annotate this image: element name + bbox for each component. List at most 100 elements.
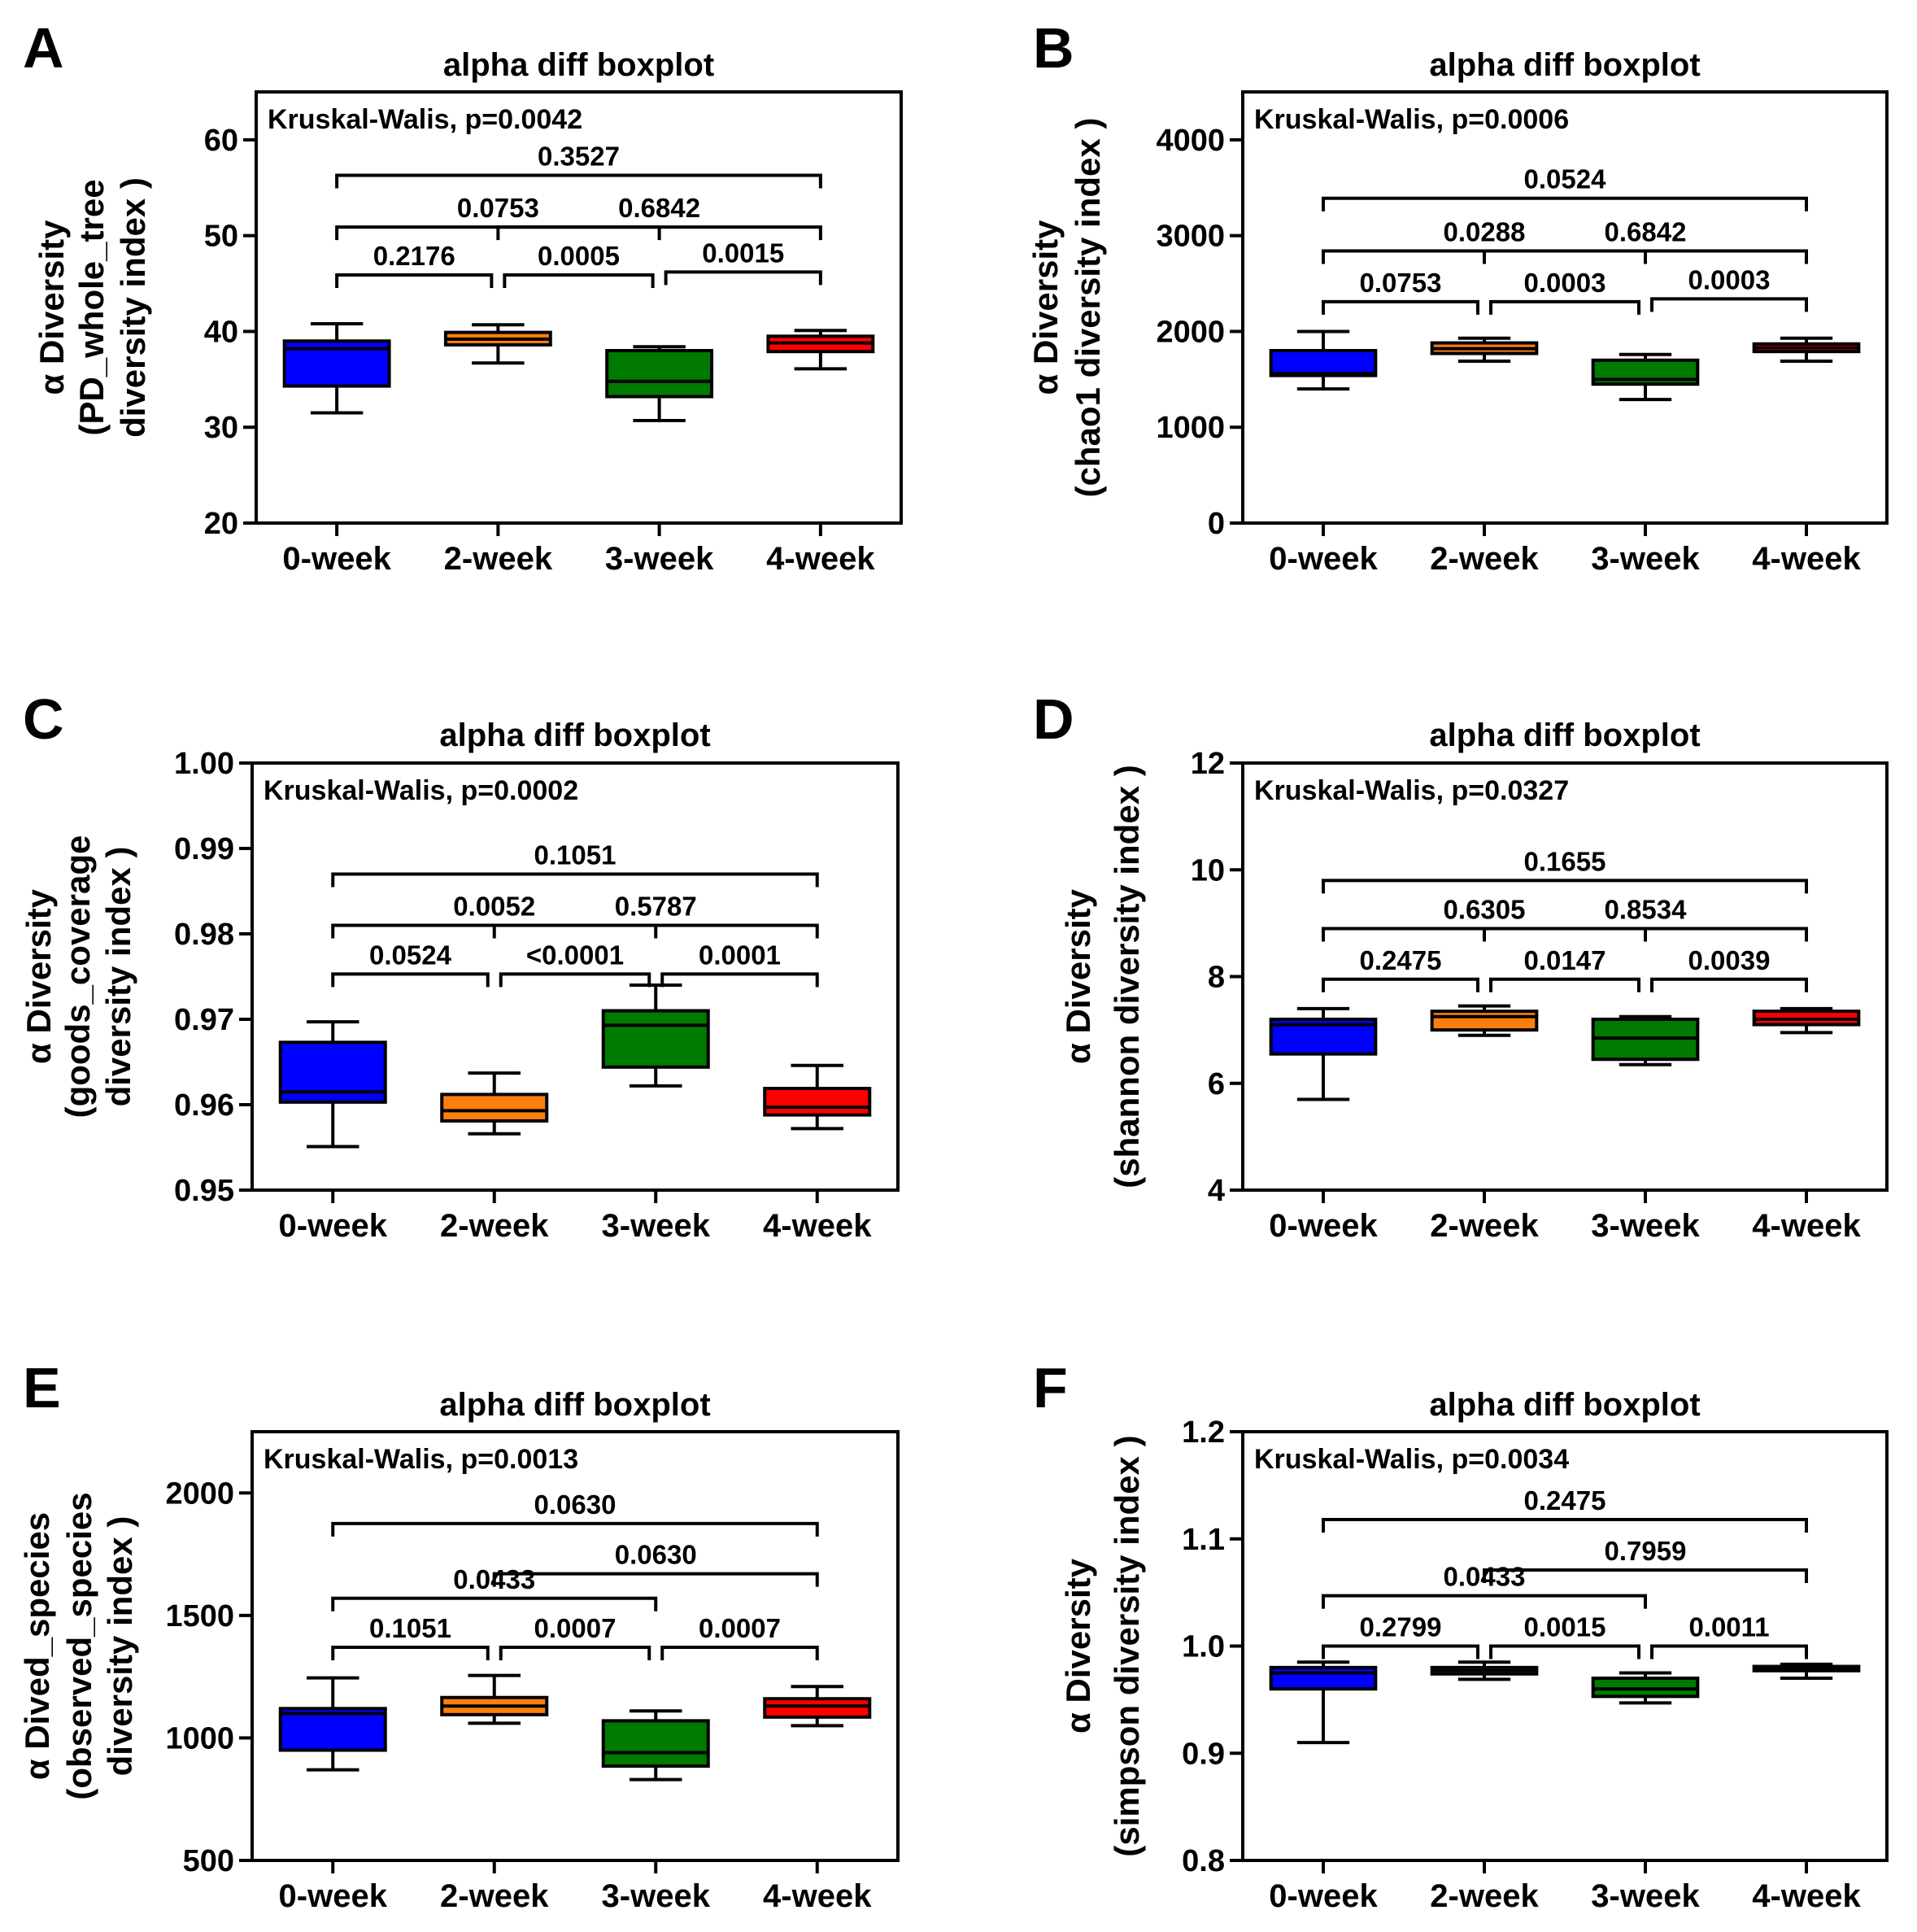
p-value-label: 0.0007 xyxy=(699,1613,781,1643)
comparison-bracket: 0.0524 xyxy=(1322,164,1808,212)
box-4-week xyxy=(1752,336,1861,363)
plot-frame xyxy=(1241,761,1889,1192)
box-3-week xyxy=(601,983,710,1088)
bracket-line xyxy=(1650,977,1808,992)
p-value-label: 0.6842 xyxy=(1605,217,1687,247)
y-tick-label: 0.98 xyxy=(174,918,234,952)
x-tick-label: 2-week xyxy=(440,1878,549,1914)
p-value-label: 0.0003 xyxy=(1688,264,1771,294)
x-tick-label: 2-week xyxy=(1430,541,1539,577)
p-value-label: 0.0753 xyxy=(457,193,539,223)
box-iqr xyxy=(605,349,714,399)
bracket-line xyxy=(1322,196,1808,212)
y-axis-label: α Dived_species xyxy=(18,1512,56,1780)
panel-letter: D xyxy=(1033,687,1074,751)
p-value-label: 0.0005 xyxy=(538,241,620,271)
comparison-bracket: 0.0003 xyxy=(1489,268,1640,315)
y-axis-label: (goods_coverage xyxy=(59,835,97,1119)
y-tick-label: 0.96 xyxy=(174,1088,234,1123)
comparison-bracket: 0.0015 xyxy=(664,238,822,286)
chart-title: alpha diff boxplot xyxy=(443,47,714,83)
comparison-bracket: 0.2475 xyxy=(1322,1485,1808,1533)
y-axis-label: diversity index ) xyxy=(99,847,137,1107)
panel-letter: E xyxy=(23,1356,61,1420)
y-tick-label: 3000 xyxy=(1156,220,1225,254)
x-tick-label: 0-week xyxy=(1269,541,1378,577)
box-4-week xyxy=(763,1685,872,1728)
bracket-line xyxy=(1483,249,1808,264)
box-4-week xyxy=(766,329,875,371)
x-tick-label: 4-week xyxy=(1752,1878,1861,1914)
y-axis-label: (simpson diversity index ) xyxy=(1108,1435,1146,1856)
p-value-label: 0.0630 xyxy=(615,1540,697,1570)
chart-title: alpha diff boxplot xyxy=(439,717,710,753)
bracket-line xyxy=(335,273,494,288)
bracket-line xyxy=(1650,297,1808,312)
p-value-label: 0.1051 xyxy=(369,1613,451,1643)
comparison-bracket: 0.2176 xyxy=(335,241,494,288)
x-tick-label: 4-week xyxy=(763,1208,872,1244)
y-tick-label: 8 xyxy=(1208,961,1225,995)
comparison-bracket: 0.3527 xyxy=(335,141,822,189)
chart-title: alpha diff boxplot xyxy=(439,1387,710,1423)
y-tick-label: 50 xyxy=(204,220,238,254)
box-0-week xyxy=(278,1020,387,1149)
box-2-week xyxy=(1430,1660,1539,1681)
bracket-line xyxy=(331,1596,658,1611)
p-value-label: 0.6842 xyxy=(618,193,700,223)
bracket-line xyxy=(1322,879,1808,894)
bracket-line xyxy=(1489,299,1640,315)
p-value-label: 0.2799 xyxy=(1360,1612,1442,1642)
box-0-week xyxy=(1269,1660,1378,1745)
x-tick-label: 0-week xyxy=(279,1878,388,1914)
x-tick-label: 3-week xyxy=(602,1208,711,1244)
p-value-label: 0.5787 xyxy=(615,892,697,922)
x-tick-label: 2-week xyxy=(1430,1878,1539,1914)
box-0-week xyxy=(1269,329,1378,391)
p-value-label: 0.0039 xyxy=(1688,945,1771,975)
x-tick-label: 2-week xyxy=(444,541,553,577)
bracket-line xyxy=(1483,1568,1808,1583)
bracket-line xyxy=(331,972,490,988)
y-tick-label: 0.99 xyxy=(174,832,234,866)
comparison-bracket: 0.0753 xyxy=(1322,268,1479,315)
panel-letter: A xyxy=(23,16,64,80)
y-axis-label: α Diversity xyxy=(20,888,58,1064)
x-tick-label: 2-week xyxy=(1430,1208,1539,1244)
box-2-week xyxy=(1430,336,1539,363)
y-tick-label: 2000 xyxy=(1156,315,1225,349)
x-tick-label: 0-week xyxy=(1269,1208,1378,1244)
p-value-label: 0.0003 xyxy=(1524,268,1606,298)
box-iqr xyxy=(440,1092,549,1123)
box-0-week xyxy=(278,1676,387,1772)
p-value-label: 0.0147 xyxy=(1524,945,1606,975)
p-value-label: 0.2475 xyxy=(1524,1485,1606,1516)
box-3-week xyxy=(1591,352,1700,402)
y-tick-label: 0.8 xyxy=(1182,1844,1225,1878)
test-label: Kruskal-Walis, p=0.0042 xyxy=(268,104,582,135)
y-tick-label: 6 xyxy=(1208,1067,1225,1101)
p-value-label: 0.3527 xyxy=(538,141,620,171)
panel-letter: B xyxy=(1033,16,1074,80)
y-tick-label: 1.0 xyxy=(1182,1630,1225,1664)
chart-title: alpha diff boxplot xyxy=(1429,47,1700,83)
comparison-bracket: 0.8534 xyxy=(1483,894,1808,942)
y-tick-label: 10 xyxy=(1191,853,1225,887)
comparison-bracket: <0.0001 xyxy=(499,940,651,988)
p-value-label: 0.0011 xyxy=(1688,1612,1769,1642)
y-tick-label: 0.97 xyxy=(174,1003,234,1037)
x-tick-label: 4-week xyxy=(1752,541,1861,577)
y-axis-label: diversity index ) xyxy=(101,1516,139,1777)
y-tick-label: 0 xyxy=(1208,507,1225,541)
plot-frame xyxy=(251,1430,900,1862)
y-tick-label: 30 xyxy=(204,411,238,445)
box-iqr xyxy=(1430,1010,1539,1032)
p-value-label: 0.0001 xyxy=(699,940,781,970)
y-tick-label: 0.9 xyxy=(1182,1737,1225,1771)
y-tick-label: 1.1 xyxy=(1182,1523,1225,1557)
box-0-week xyxy=(282,322,391,415)
box-4-week xyxy=(763,1063,872,1131)
bracket-line xyxy=(1489,977,1640,992)
